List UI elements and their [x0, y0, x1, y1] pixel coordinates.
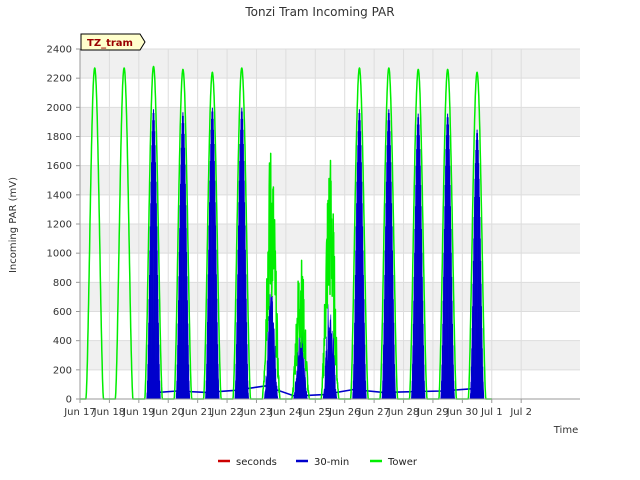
x-tick-label: Jul 2 [509, 407, 532, 418]
x-tick-label: Jun 26 [328, 407, 361, 418]
site-tag: TZ_tram [80, 33, 146, 51]
y-tick-label: 1000 [47, 249, 72, 260]
series-30-min-day-fill [410, 113, 426, 400]
x-tick-label: Jun 21 [181, 407, 214, 418]
background-band [80, 107, 580, 137]
y-axis-ticks: 0 200 400 600 800 1000 1200 1400 1600 1800 2000 220… [47, 45, 80, 406]
series-30-min-day-fill [440, 113, 456, 400]
series-30-min-day-fill [234, 107, 250, 400]
y-tick-label: 2400 [47, 45, 72, 56]
series-30-min-day-fill [322, 304, 338, 400]
x-tick-label: Jun 19 [122, 407, 155, 418]
series-30-min-day-fill [263, 286, 279, 400]
y-tick-label: 400 [53, 336, 72, 347]
plot-series [79, 65, 493, 400]
y-tick-label: 1800 [47, 132, 72, 143]
series-30-min-day-fill [204, 107, 220, 400]
x-axis-title: Time [553, 425, 578, 436]
x-tick-label: Jun 29 [416, 407, 449, 418]
legend-label-tower: Tower [387, 457, 418, 468]
x-tick-label: Jun 22 [210, 407, 243, 418]
series-30-min-day-fill [292, 323, 309, 400]
y-tick-label: 2000 [47, 103, 72, 114]
legend-label-30-min: 30-min [314, 457, 349, 468]
x-tick-label: Jun 23 [240, 407, 273, 418]
background-band [80, 49, 580, 79]
series-30-min-day-fill [146, 109, 161, 400]
series-30-min-day-fill [175, 112, 191, 400]
series-30-min-day-fill [381, 109, 397, 400]
y-tick-label: 800 [53, 278, 72, 289]
x-tick-label: Jun 24 [269, 407, 302, 418]
x-tick-label: Jun 25 [299, 407, 332, 418]
y-tick-label: 1400 [47, 190, 72, 201]
y-tick-label: 600 [53, 307, 72, 318]
x-tick-label: Jun 30 [446, 407, 479, 418]
series-30-min [146, 107, 485, 400]
y-tick-label: 1200 [47, 220, 72, 231]
chart-title: Tonzi Tram Incoming PAR [244, 5, 394, 19]
y-tick-label: 0 [66, 395, 72, 406]
x-tick-label: Jun 27 [357, 407, 390, 418]
x-tick-label: Jun 28 [387, 407, 420, 418]
x-tick-label: Jun 18 [93, 407, 126, 418]
legend-label-seconds: seconds [236, 457, 277, 468]
y-tick-label: 1600 [47, 161, 72, 172]
y-tick-label: 2200 [47, 74, 72, 85]
x-tick-label: Jun 20 [151, 407, 184, 418]
y-axis-title: Incoming PAR (mV) [8, 177, 19, 273]
site-tag-box [80, 33, 146, 51]
series-30-min-day-fill [469, 129, 485, 400]
series-30-min-day-fill [351, 109, 367, 400]
site-tag-label: TZ_tram [87, 38, 133, 49]
y-tick-label: 200 [53, 365, 72, 376]
legend: seconds 30-min Tower [218, 457, 418, 468]
x-tick-label: Jun 17 [63, 407, 96, 418]
x-tick-label: Jul 1 [480, 407, 503, 418]
